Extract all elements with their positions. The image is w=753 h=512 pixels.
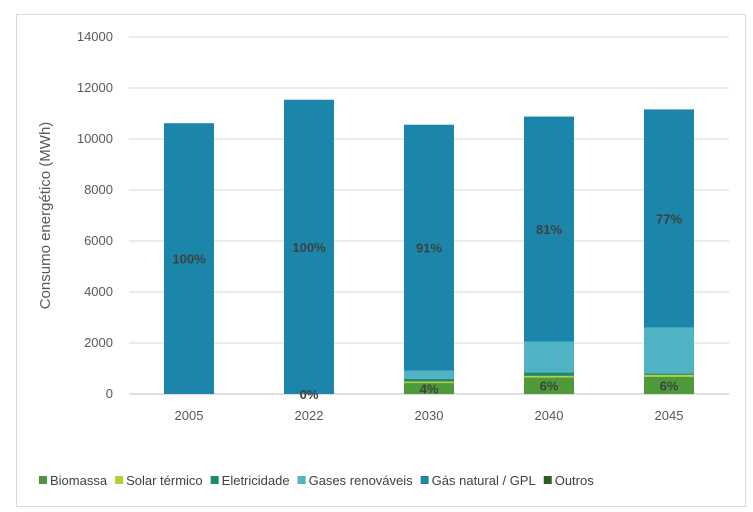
bar-segment: [404, 383, 454, 394]
legend-label: Gás natural / GPL: [432, 473, 536, 488]
bar-segment: [524, 341, 574, 373]
bar-segment: [644, 374, 694, 377]
bar-segment: [404, 124, 454, 371]
data-label: 6%: [660, 378, 679, 393]
legend: Biomassa Solar térmico Eletricidade Gases r…: [39, 473, 594, 488]
chart-container: 0 2000 4000 6000 8000 10000 12000 14000 2005 2022…: [16, 14, 746, 507]
legend-swatch: [297, 476, 306, 484]
y-tick-label: 10000: [77, 131, 113, 146]
data-label: 77%: [656, 211, 682, 226]
legend-label: Eletricidade: [222, 473, 290, 488]
bar-segment: [644, 109, 694, 328]
data-label: 6%: [540, 379, 559, 394]
bars: [164, 99, 694, 394]
x-tick-label: 2030: [415, 408, 444, 423]
legend-swatch: [543, 476, 552, 484]
legend-label: Biomassa: [50, 473, 108, 488]
bar-segment: [524, 372, 574, 376]
bar-segment: [404, 370, 454, 379]
y-axis-label: Consumo energético (MWh): [37, 122, 54, 310]
bar-segment: [644, 373, 694, 375]
y-tick-label: 8000: [84, 182, 113, 197]
bar-segment: [644, 376, 694, 394]
bar-segment: [404, 378, 454, 382]
data-label: 91%: [416, 241, 442, 256]
data-label: 0%: [300, 387, 319, 402]
y-tick-label: 2000: [84, 335, 113, 350]
bar-segment: [284, 99, 334, 394]
legend-label: Gases renováveis: [309, 473, 414, 488]
bar-segment: [644, 327, 694, 374]
data-label: 100%: [172, 252, 206, 267]
y-tick-label: 14000: [77, 29, 113, 44]
legend-swatch: [420, 476, 429, 484]
legend-label: Outros: [555, 473, 595, 488]
data-label: 100%: [292, 240, 326, 255]
legend-swatch: [210, 476, 219, 484]
legend-label: Solar térmico: [126, 473, 203, 488]
data-label: 4%: [420, 382, 439, 397]
y-tick-label: 6000: [84, 233, 113, 248]
stacked-bar-chart: 0 2000 4000 6000 8000 10000 12000 14000 2005 2022…: [37, 29, 729, 488]
bar-segment: [524, 116, 574, 342]
legend-swatch: [115, 476, 124, 484]
axes: 0 2000 4000 6000 8000 10000 12000 14000 2005 2022…: [77, 29, 729, 423]
y-tick-label: 4000: [84, 284, 113, 299]
y-tick-label: 12000: [77, 80, 113, 95]
y-tick-label: 0: [106, 386, 113, 401]
x-tick-label: 2045: [655, 408, 684, 423]
data-labels: 100% 100% 0% 91% 4% 81% 6% 77% 6%: [172, 211, 682, 402]
bar-segment: [164, 123, 214, 394]
bar-segment: [404, 381, 454, 384]
x-tick-label: 2040: [535, 408, 564, 423]
legend-swatch: [39, 476, 47, 484]
data-label: 81%: [536, 222, 562, 237]
bar-segment: [524, 377, 574, 394]
x-tick-label: 2005: [175, 408, 204, 423]
bar-segment: [524, 375, 574, 378]
x-tick-label: 2022: [295, 408, 324, 423]
